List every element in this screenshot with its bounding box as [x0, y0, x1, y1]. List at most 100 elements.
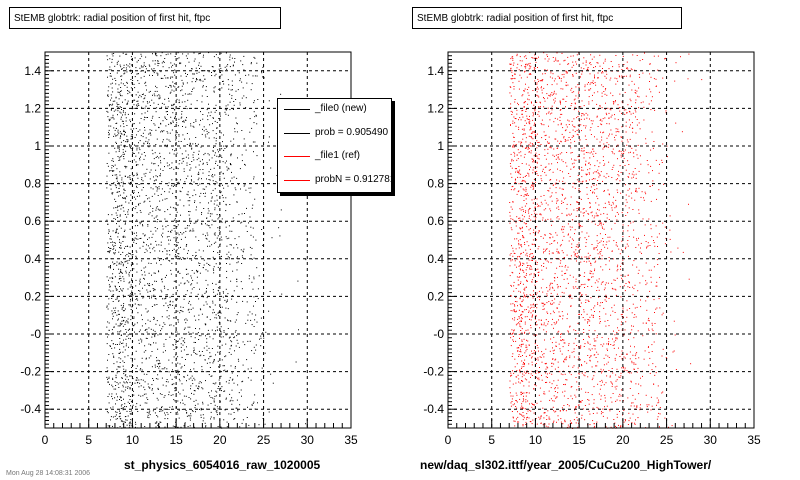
data-point: [556, 60, 558, 62]
data-point: [112, 398, 113, 400]
data-point: [519, 413, 521, 415]
data-point: [216, 412, 218, 414]
data-point: [529, 274, 531, 276]
data-point: [533, 155, 535, 157]
data-point: [564, 59, 566, 61]
data-point: [555, 138, 557, 140]
data-point: [124, 236, 126, 238]
data-point: [171, 167, 173, 169]
data-point: [254, 141, 256, 143]
data-point: [215, 241, 217, 243]
data-point: [217, 345, 219, 347]
data-point: [146, 101, 148, 103]
data-point: [561, 203, 563, 204]
data-point: [108, 247, 110, 248]
data-point: [520, 143, 522, 145]
data-point: [204, 422, 206, 424]
data-point: [191, 183, 193, 185]
data-point: [123, 303, 125, 305]
data-point: [510, 345, 512, 347]
data-point: [514, 420, 516, 422]
data-point: [511, 176, 513, 178]
data-point: [520, 351, 522, 353]
data-point: [554, 368, 556, 370]
data-point: [144, 426, 146, 427]
data-point: [216, 237, 218, 239]
data-point: [119, 64, 121, 66]
data-point: [172, 293, 174, 295]
data-point: [156, 357, 157, 359]
data-point: [124, 165, 126, 167]
data-point: [157, 348, 159, 350]
data-point: [548, 418, 550, 420]
data-point: [257, 298, 259, 300]
data-point: [153, 68, 155, 70]
data-point: [155, 323, 157, 325]
data-point: [168, 236, 170, 237]
data-point: [124, 316, 126, 318]
data-point: [537, 359, 539, 361]
data-point: [115, 286, 116, 288]
data-point: [198, 150, 200, 152]
data-point: [220, 326, 222, 328]
data-point: [138, 394, 140, 396]
data-point: [522, 236, 524, 238]
data-point: [236, 285, 238, 287]
data-point: [516, 170, 518, 172]
data-point: [107, 308, 109, 310]
data-point: [205, 371, 207, 373]
data-point: [574, 412, 576, 414]
data-point: [240, 389, 242, 391]
data-point: [116, 174, 118, 176]
data-point: [181, 116, 183, 118]
data-point: [524, 323, 526, 325]
data-point: [509, 254, 511, 256]
data-point: [575, 159, 577, 161]
data-point: [537, 378, 539, 380]
data-point: [242, 364, 244, 366]
data-point: [142, 379, 144, 381]
data-point: [189, 217, 191, 219]
data-point: [239, 426, 241, 428]
data-point: [241, 263, 243, 264]
data-point: [566, 269, 568, 271]
data-point: [519, 303, 521, 305]
data-point: [525, 211, 526, 213]
data-point: [162, 199, 164, 201]
data-point: [543, 98, 545, 100]
data-point: [162, 251, 164, 253]
data-point: [561, 159, 563, 161]
data-point: [205, 223, 206, 225]
data-point: [215, 354, 216, 356]
data-point: [196, 206, 197, 208]
data-point: [523, 90, 525, 92]
data-point: [182, 402, 184, 404]
data-point: [204, 70, 206, 72]
data-point: [530, 186, 532, 188]
data-point: [231, 298, 233, 300]
data-point: [129, 421, 131, 423]
data-point: [536, 345, 538, 346]
data-point: [516, 400, 517, 402]
data-point: [214, 86, 216, 88]
data-point: [212, 130, 214, 132]
data-point: [136, 174, 138, 176]
data-point: [570, 152, 572, 154]
data-point: [175, 354, 177, 356]
data-point: [183, 248, 185, 250]
data-point: [218, 118, 220, 119]
data-point: [528, 217, 530, 219]
data-point: [118, 225, 120, 227]
data-point: [214, 317, 216, 319]
data-point: [251, 127, 253, 129]
data-point: [121, 378, 123, 379]
data-point: [155, 298, 157, 300]
data-point: [217, 252, 219, 254]
data-point: [206, 288, 207, 289]
data-point: [522, 424, 524, 426]
data-point: [118, 300, 120, 302]
x-tick-label: 25: [257, 433, 271, 447]
data-point: [560, 80, 562, 82]
data-point: [515, 118, 517, 120]
data-point: [230, 280, 232, 282]
